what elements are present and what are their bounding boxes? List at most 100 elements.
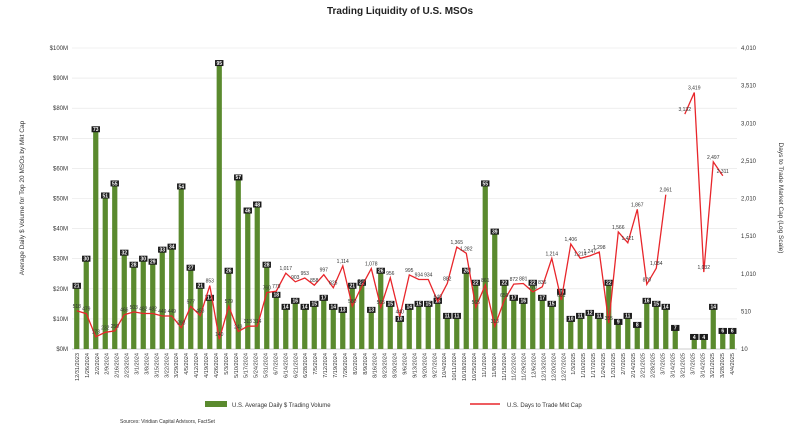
bar-label-bg [367,306,376,313]
right-tick-label: 4,010 [741,46,757,52]
bar-label: 14 [406,305,412,311]
left-tick-label: $30M [53,257,68,263]
bar-label: 29 [150,260,156,266]
right-axis-ticks: 10 510 1,010 1,510 2,010 2,510 3,010 3,510 4,010 [741,46,757,353]
bar [663,306,669,349]
line-label: 440 [396,310,405,316]
bar-label-bg [452,312,461,319]
bar-label: 34 [169,244,175,250]
x-tick-label: 3/21/2025 [680,353,686,378]
line-label: 934 [415,272,424,278]
x-tick-label: 9/20/2024 [422,353,428,378]
bar [416,303,422,349]
bar [720,330,726,349]
x-tick-label: 5/3/2024 [224,353,230,375]
bar-label: 16 [644,299,650,305]
bar-label-bg [101,192,110,199]
line-label: 482 [139,306,148,312]
bar-series: 2130735155322830293334542721179526574648… [72,60,737,350]
bar-label: 51 [102,193,108,199]
bar-label: 16 [520,299,526,305]
bar [520,300,526,349]
bar-label: 10 [397,317,403,323]
bar-label: 33 [159,247,165,253]
right-tick-label: 1,510 [741,234,757,240]
x-tick-label: 3/21/2025 [710,353,716,378]
bar-label-bg [652,300,661,307]
line-label: 1,421 [621,236,634,242]
bar [207,297,213,349]
line-label: 760 [263,286,272,292]
right-tick-label: 510 [741,309,752,315]
legend-label-bars: U.S. Average Daily $ Trading Volume [232,403,331,409]
line-label: 173 [92,330,101,336]
bar [549,303,555,349]
line-label: 2,061 [659,188,672,194]
x-tick-label: 2/23/2024 [125,353,131,378]
bar-label: 13 [368,308,374,314]
bar-label-bg [547,300,556,307]
bar-label-bg [129,261,138,268]
bar [587,312,593,349]
bar-label-bg [234,174,243,181]
x-tick-label: 6/14/2024 [283,353,289,378]
bar [226,270,232,349]
line-label: 661 [557,293,566,299]
x-tick-label: 11/1/2024 [482,353,488,377]
bar-label: 7 [674,326,677,332]
right-tick-label: 10 [741,347,748,353]
bar [188,267,194,349]
bar-label-bg [224,267,233,274]
bar-label-bg [319,294,328,301]
bar [216,63,222,350]
bar [397,318,403,349]
line-label: 956 [386,271,395,277]
line-label: 853 [206,279,215,285]
bar-label-bg [253,201,262,208]
bar-label-bg [215,60,224,67]
line-label: 2,311 [717,169,729,175]
right-tick-label: 2,510 [741,159,757,165]
x-tick-label: 3/1/2024 [135,353,141,375]
line-label: 1,298 [593,245,606,251]
bar-label: 30 [83,257,89,263]
bar-label-bg [205,294,214,301]
bar [634,324,640,349]
bar [264,264,270,349]
bar [672,327,678,349]
x-tick-label: 5/17/2024 [244,353,250,378]
bar-label: 26 [226,269,232,275]
x-tick-label: 5/10/2024 [234,353,240,378]
bar-label-bg [148,258,157,265]
bar [178,186,184,349]
left-tick-label: $60M [53,166,68,172]
bar-label-bg [281,303,290,310]
bar-label-bg [82,255,91,262]
bar-label: 32 [121,250,127,256]
bar-label-bg [490,228,499,235]
bar-label: 18 [273,293,279,299]
bar-label: 17 [511,296,517,302]
bar-label-bg [443,312,452,319]
bar [283,306,289,349]
line-path [76,194,667,340]
x-tick-label: 2/7/2025 [621,353,627,375]
source-note: Sources: Viridian Capital Advisors, Fact… [120,419,216,425]
left-tick-label: $70M [53,136,68,142]
bar-label-bg [395,315,404,322]
x-tick-label: 3/7/2025 [661,353,667,375]
bar [539,297,545,349]
bar [435,300,441,349]
bar-label-bg [557,288,566,295]
line-label: 779 [272,284,281,290]
x-tick-label: 4/26/2024 [214,353,220,378]
line-label: 3,132 [678,107,691,113]
x-tick-label: 2/14/2025 [631,353,637,378]
bar-label-bg [196,282,205,289]
line-label: 293 [177,321,186,327]
bar-label: 21 [197,284,203,290]
right-tick-label: 2,010 [741,197,757,203]
x-tick-label: 3/8/2024 [144,353,150,375]
bar [150,261,156,349]
